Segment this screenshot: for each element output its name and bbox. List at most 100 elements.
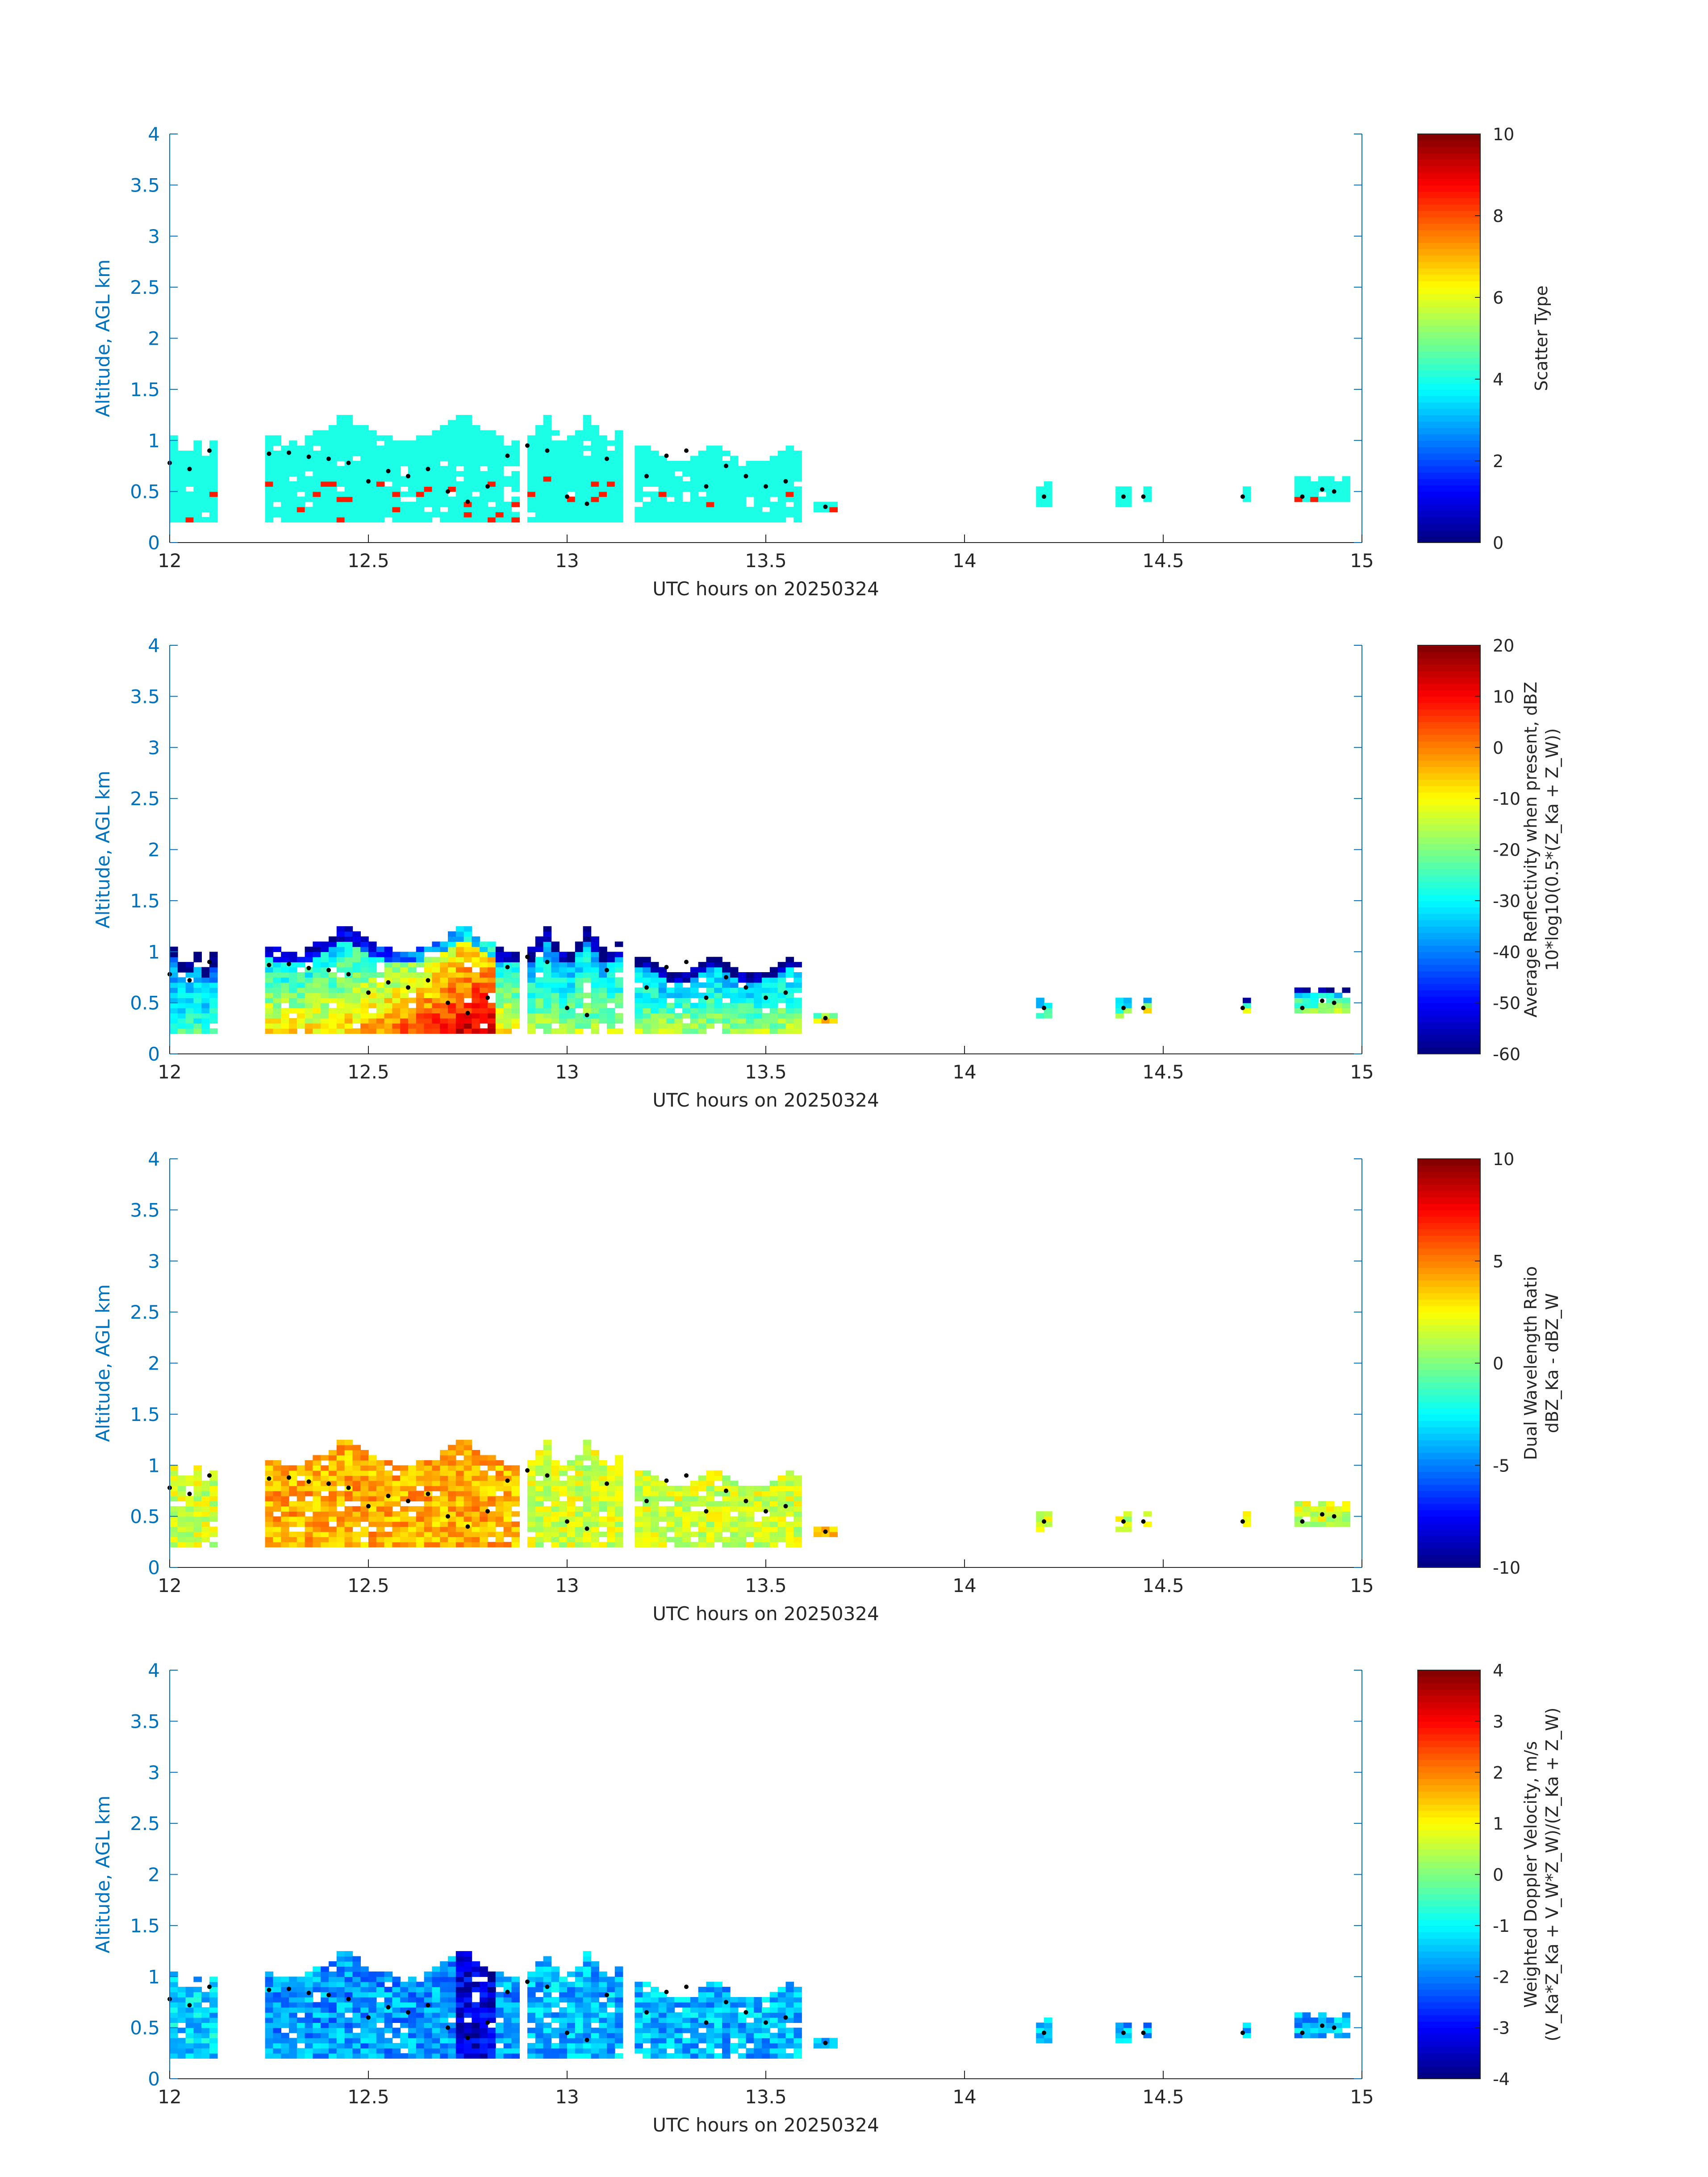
colorbar-swatch (1418, 306, 1480, 313)
heatmap-cell (543, 1956, 552, 1962)
heatmap-cell (821, 506, 830, 513)
heatmap-cell (384, 501, 393, 507)
heatmap-cell (185, 491, 194, 497)
cloud-base-dot (1240, 1519, 1245, 1524)
heatmap-cell (607, 2053, 615, 2059)
heatmap-cell (706, 2048, 715, 2054)
heatmap-cell (527, 491, 536, 497)
heatmap-cell (170, 1971, 178, 1977)
heatmap-cell (289, 2017, 297, 2023)
heatmap-cell (535, 1997, 544, 2003)
heatmap-cell (762, 998, 770, 1003)
heatmap-cell (551, 1526, 560, 1532)
heatmap-cell (488, 1981, 496, 1987)
heatmap-cell (281, 1023, 289, 1029)
heatmap-cell (698, 1501, 707, 1507)
heatmap-cell (785, 1018, 794, 1024)
heatmap-cell (384, 962, 393, 968)
heatmap-cell (321, 1501, 329, 1507)
heatmap-cell (360, 1971, 369, 1977)
heatmap-cell (543, 2048, 552, 2054)
heatmap-cell (635, 1511, 643, 1517)
heatmap-cell (599, 435, 607, 441)
heatmap-cell (360, 1966, 369, 1972)
cloud-base-dot (287, 1475, 291, 1480)
heatmap-cell (201, 455, 210, 461)
heatmap-cell (376, 1506, 385, 1512)
heatmap-cell (551, 2012, 560, 2018)
heatmap-cell (464, 1526, 472, 1532)
heatmap-cell (448, 2033, 456, 2039)
heatmap-cell (1302, 486, 1311, 492)
heatmap-cell (455, 415, 464, 421)
heatmap-cell (495, 1531, 504, 1538)
heatmap-cell (273, 486, 281, 492)
heatmap-cell (177, 977, 186, 983)
heatmap-cell (321, 1506, 329, 1512)
heatmap-cell (296, 1465, 305, 1471)
cloud-base-dots-2 (167, 954, 1336, 1020)
heatmap-cell (336, 1537, 345, 1542)
heatmap-cell (511, 1013, 520, 1019)
heatmap-cell (643, 962, 651, 968)
heatmap-cell (329, 1008, 337, 1014)
heatmap-cell (289, 2002, 297, 2008)
heatmap-cell (777, 1028, 786, 1034)
heatmap-cell (730, 466, 739, 472)
heatmap-cell (706, 1496, 715, 1502)
heatmap-cell (424, 445, 433, 451)
heatmap-cell (392, 2007, 401, 2013)
heatmap-cell (527, 506, 536, 513)
heatmap-cell (472, 957, 480, 962)
heatmap-cells-3 (170, 1440, 1351, 1547)
heatmap-cell (567, 957, 576, 962)
heatmap-cell (690, 466, 699, 472)
heatmap-cell (170, 967, 178, 973)
heatmap-cell (488, 2002, 496, 2008)
heatmap-cell (488, 1992, 496, 1997)
heatmap-cell (690, 461, 699, 467)
heatmap-cell (273, 440, 281, 446)
heatmap-cell (368, 1460, 377, 1466)
heatmap-cell (480, 2043, 488, 2049)
heatmap-cell (273, 1526, 281, 1532)
heatmap-cell (384, 1013, 393, 1019)
heatmap-cell (535, 2007, 544, 2013)
heatmap-cell (559, 957, 568, 962)
heatmap-cell (1044, 1516, 1052, 1522)
heatmap-cell (344, 1491, 353, 1496)
heatmap-cell (480, 1516, 488, 1522)
heatmap-cell (273, 2027, 281, 2033)
heatmap-cell (785, 1480, 794, 1486)
heatmap-cell (296, 1997, 305, 2003)
heatmap-cell (432, 1981, 440, 1987)
heatmap-cell (488, 1997, 496, 2003)
heatmap-cell (305, 1470, 313, 1476)
heatmap-cell (746, 977, 755, 983)
heatmap-cell (472, 952, 480, 957)
heatmap-cell (543, 1516, 552, 1522)
heatmap-cell (722, 2038, 731, 2043)
heatmap-cell (193, 476, 202, 482)
colorbar-swatch (1418, 1216, 1480, 1223)
heatmap-cell (424, 1506, 433, 1512)
heatmap-cell (730, 1023, 739, 1029)
heatmap-cell (614, 1997, 623, 2003)
heatmap-cell (706, 445, 715, 451)
heatmap-cell (535, 435, 544, 441)
heatmap-cell (1123, 1516, 1132, 1522)
heatmap-cell (614, 1987, 623, 1993)
heatmap-cell (527, 2033, 536, 2039)
heatmap-cell (193, 1516, 202, 1522)
heatmap-cell (265, 440, 274, 446)
heatmap-cell (344, 2033, 353, 2039)
heatmap-cell (281, 1531, 289, 1538)
heatmap-cell (527, 1981, 536, 1987)
heatmap-cell (305, 1987, 313, 1993)
heatmap-cell (1243, 491, 1251, 497)
heatmap-cell (336, 1516, 345, 1522)
heatmap-cell (777, 1491, 786, 1496)
heatmap-cell (376, 1526, 385, 1532)
heatmap-cell (273, 2048, 281, 2054)
